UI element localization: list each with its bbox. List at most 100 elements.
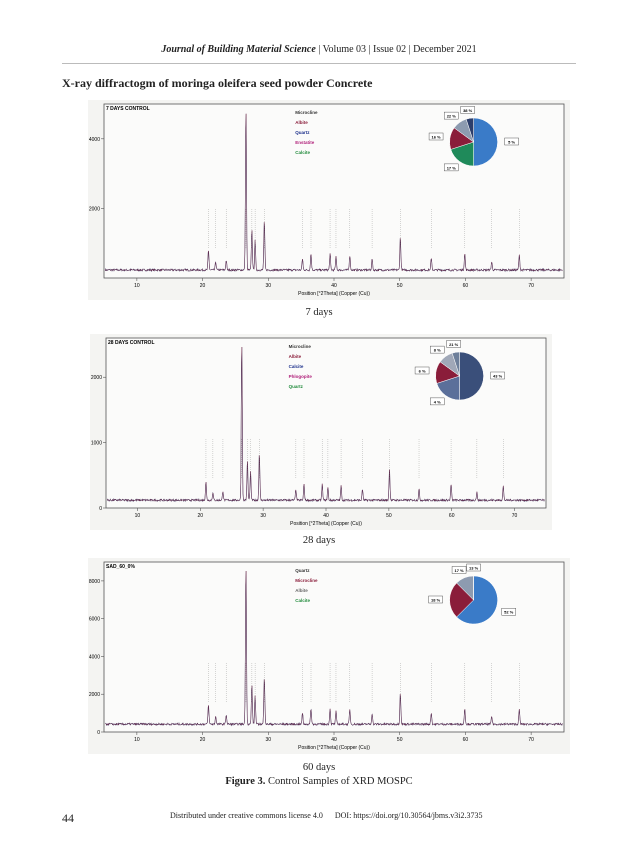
legend-entry: Calcite xyxy=(289,364,304,369)
y-tick-label: 6000 xyxy=(89,617,100,623)
x-axis-label: Position [°2Theta] (Copper (Cu)) xyxy=(290,521,362,527)
y-tick-label: 4000 xyxy=(89,137,100,143)
pie-label: 4 % xyxy=(434,399,441,404)
chart-caption: 60 days xyxy=(302,762,336,773)
xrd-chart: 28 DAYS CONTROL 10 20 30 40 50 60 70 2000 1000 0 Po… xyxy=(90,334,552,530)
x-tick-label: 50 xyxy=(386,513,392,519)
x-tick-label: 60 xyxy=(463,283,469,289)
legend-entry: Calcite xyxy=(295,150,310,155)
x-tick-label: 60 xyxy=(463,737,469,743)
figure-label: Figure 3. xyxy=(225,776,266,787)
x-axis-label: Position [°2Theta] (Copper (Cu)) xyxy=(298,291,370,297)
x-tick-label: 10 xyxy=(134,283,140,289)
legend-entry: Albite xyxy=(295,120,308,125)
y-tick-label: 8000 xyxy=(89,579,100,585)
issue-info: | Volume 03 | Issue 02 | December 2021 xyxy=(318,44,477,55)
x-tick-label: 60 xyxy=(449,513,455,519)
page-number: 44 xyxy=(62,811,74,825)
pie-label: 17 % xyxy=(454,568,464,573)
y-tick-label: 0 xyxy=(99,506,102,512)
plot-frame xyxy=(103,103,565,279)
legend-entry: Quartz xyxy=(295,130,310,135)
x-tick-label: 10 xyxy=(135,513,141,519)
x-tick-label: 40 xyxy=(331,737,337,743)
header-rule xyxy=(62,63,576,64)
x-tick-label: 50 xyxy=(397,283,403,289)
y-tick-label: 4000 xyxy=(89,654,100,660)
pie-label: 16 % xyxy=(432,134,442,139)
pie-label-box xyxy=(428,595,443,604)
x-tick-label: 70 xyxy=(528,737,534,743)
pie-label: 18 % xyxy=(431,598,441,603)
pie-slice xyxy=(451,351,460,377)
legend-entry: Phlogopite xyxy=(289,374,313,379)
x-tick-label: 70 xyxy=(528,283,534,289)
fitted-pattern xyxy=(105,570,563,726)
pie-label: 8 % xyxy=(434,348,441,353)
pie-label-box xyxy=(444,111,459,120)
x-tick-label: 40 xyxy=(323,513,329,519)
legend-entry: Microcline xyxy=(295,578,318,583)
doi: DOI: https://doi.org/10.30564/jbms.v3i2.… xyxy=(334,811,483,820)
pie-slice xyxy=(473,117,498,167)
pie-label: 17 % xyxy=(447,165,457,170)
legend-entry: Quartz xyxy=(289,384,304,389)
chart-title: 7 DAYS CONTROL xyxy=(106,106,150,112)
x-axis-label: Position [°2Theta] (Copper (Cu)) xyxy=(298,745,370,751)
x-tick-label: 30 xyxy=(266,283,272,289)
fitted-pattern xyxy=(105,113,563,272)
x-tick-label: 10 xyxy=(134,737,140,743)
x-tick-label: 70 xyxy=(512,513,518,519)
plot-frame xyxy=(103,561,565,733)
x-tick-label: 40 xyxy=(331,283,337,289)
x-tick-label: 20 xyxy=(200,283,206,289)
chart-caption: 7 days xyxy=(305,307,333,318)
pie-label: 6 % xyxy=(419,368,426,373)
x-tick-label: 20 xyxy=(200,737,206,743)
figure-caption: Figure 3. Control Samples of XRD MOSPC xyxy=(0,776,638,787)
pie-slice xyxy=(449,582,474,618)
y-tick-label: 2000 xyxy=(89,206,100,212)
y-tick-label: 2000 xyxy=(91,375,102,381)
section-heading: X-ray diffractogm of moringa oleifera se… xyxy=(62,76,373,90)
legend-entry: Microcline xyxy=(295,110,318,115)
pie-label-box xyxy=(504,137,519,146)
x-tick-label: 30 xyxy=(260,513,266,519)
chart-title: 28 DAYS CONTROL xyxy=(108,340,155,346)
footer: Distributed under creative commons licen… xyxy=(170,811,482,820)
pie-label-box xyxy=(430,345,445,354)
pie-label: 5 % xyxy=(508,140,515,145)
pie-label-box xyxy=(444,163,459,172)
x-tick-label: 20 xyxy=(198,513,204,519)
pie-label: 43 % xyxy=(493,374,503,379)
legend-entry: Albite xyxy=(289,354,302,359)
legend-entry: Microcline xyxy=(289,344,312,349)
legend-entry: Quartz xyxy=(295,568,310,573)
y-tick-label: 1000 xyxy=(91,441,102,447)
pie-label: 21 % xyxy=(449,342,459,347)
pie-label-box xyxy=(490,371,505,380)
pie-label-box xyxy=(501,608,516,616)
running-header: Journal of Building Material Science | V… xyxy=(0,44,638,55)
xrd-chart: SAD_60_0% 10 20 30 40 50 60 70 8000 6000 4000 2000 0… xyxy=(88,558,570,754)
x-tick-label: 50 xyxy=(397,737,403,743)
pie-slice xyxy=(465,117,474,143)
pie-label-box xyxy=(414,366,430,375)
pie-slice xyxy=(459,351,484,401)
pie-label-box xyxy=(451,566,467,574)
pie-label-box xyxy=(466,563,481,572)
legend-entry: Albite xyxy=(295,588,308,593)
figure-caption-text: Control Samples of XRD MOSPC xyxy=(268,776,413,787)
pie-label: 52 % xyxy=(504,610,514,615)
legend-entry: Calcite xyxy=(295,598,310,603)
pie-label: 38 % xyxy=(463,108,473,113)
license: Distributed under creative commons licen… xyxy=(170,811,323,820)
pie-label: 13 % xyxy=(469,566,479,571)
fitted-pattern xyxy=(107,346,545,502)
chart-caption: 28 days xyxy=(302,535,336,546)
journal-name: Journal of Building Material Science xyxy=(161,44,316,55)
legend-entry: Enstatite xyxy=(295,140,315,145)
chart-title: SAD_60_0% xyxy=(106,564,135,570)
pie-slice xyxy=(456,575,498,625)
